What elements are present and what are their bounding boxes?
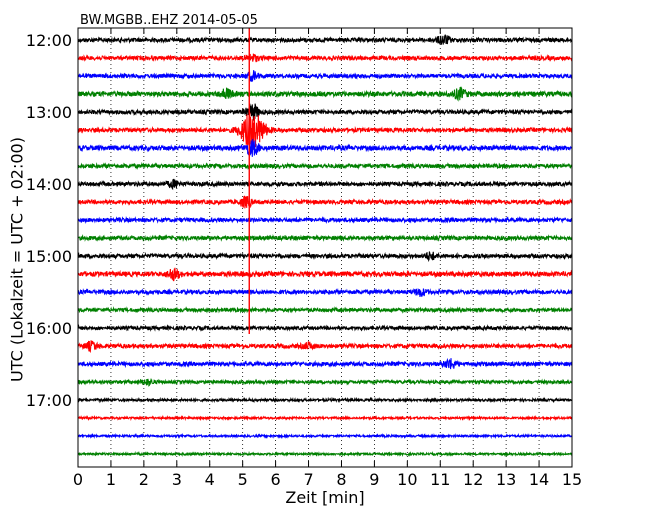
x-axis-label: Zeit [min] — [285, 488, 364, 507]
x-tick-label: 15 — [562, 470, 582, 489]
trace-1600 — [77, 324, 572, 332]
trace-1500 — [77, 251, 573, 263]
y-axis-label: UTC (Lokalzeit = UTC + 02:00) — [8, 137, 27, 382]
trace-1300 — [77, 103, 573, 121]
trace-1645 — [77, 377, 573, 387]
x-tick-label: 10 — [397, 470, 417, 489]
x-tick-label: 0 — [73, 470, 83, 489]
trace-1230 — [77, 70, 573, 82]
x-tick-label: 6 — [271, 470, 281, 489]
trace-1700 — [77, 396, 573, 404]
x-tick-label: 9 — [369, 470, 379, 489]
trace-1415 — [77, 195, 573, 209]
y-tick-label: 12:00 — [26, 31, 72, 50]
trace-1200 — [77, 34, 572, 45]
y-tick-label: 13:00 — [26, 103, 72, 122]
trace-1215 — [77, 53, 573, 63]
x-tick-label: 5 — [238, 470, 248, 489]
trace-1515 — [77, 267, 573, 282]
trace-1530 — [77, 287, 573, 298]
trace-1245 — [77, 86, 573, 102]
x-tick-label: 14 — [529, 470, 549, 489]
plot-frame — [77, 27, 573, 468]
trace-1615 — [77, 340, 573, 354]
trace-1445 — [77, 234, 573, 242]
x-tick-label: 3 — [172, 470, 182, 489]
trace-1315 — [77, 111, 573, 150]
x-tick-label: 4 — [205, 470, 215, 489]
x-tick-label: 12 — [463, 470, 483, 489]
y-tick-label: 16:00 — [26, 319, 72, 338]
trace-1345 — [77, 161, 573, 171]
y-tick-label: 17:00 — [26, 391, 72, 410]
y-tick-label: 15:00 — [26, 247, 72, 266]
chart-title: BW.MGBB..EHZ 2014-05-05 — [80, 13, 258, 28]
y-tick-label: 14:00 — [26, 175, 72, 194]
x-tick-label: 7 — [303, 470, 313, 489]
trace-1630 — [77, 357, 573, 370]
x-tick-label: 13 — [496, 470, 516, 489]
trace-1730 — [77, 432, 573, 440]
y-axis-ticks: 12:00 13:00 14:00 15:00 16:00 17:00 — [26, 31, 572, 410]
trace-1745 — [77, 450, 573, 458]
trace-1430 — [77, 215, 573, 225]
x-tick-label: 11 — [430, 470, 450, 489]
x-tick-label: 2 — [139, 470, 149, 489]
trace-1545 — [77, 306, 573, 314]
trace-1715 — [77, 414, 573, 422]
x-axis-ticks: 0 1 2 3 4 5 6 7 8 9 10 11 12 13 14 15 — [73, 28, 582, 489]
trace-1400 — [77, 178, 573, 191]
seismic-traces — [77, 34, 573, 458]
x-tick-label: 8 — [336, 470, 346, 489]
x-tick-label: 1 — [106, 470, 116, 489]
trace-1330 — [77, 138, 573, 157]
